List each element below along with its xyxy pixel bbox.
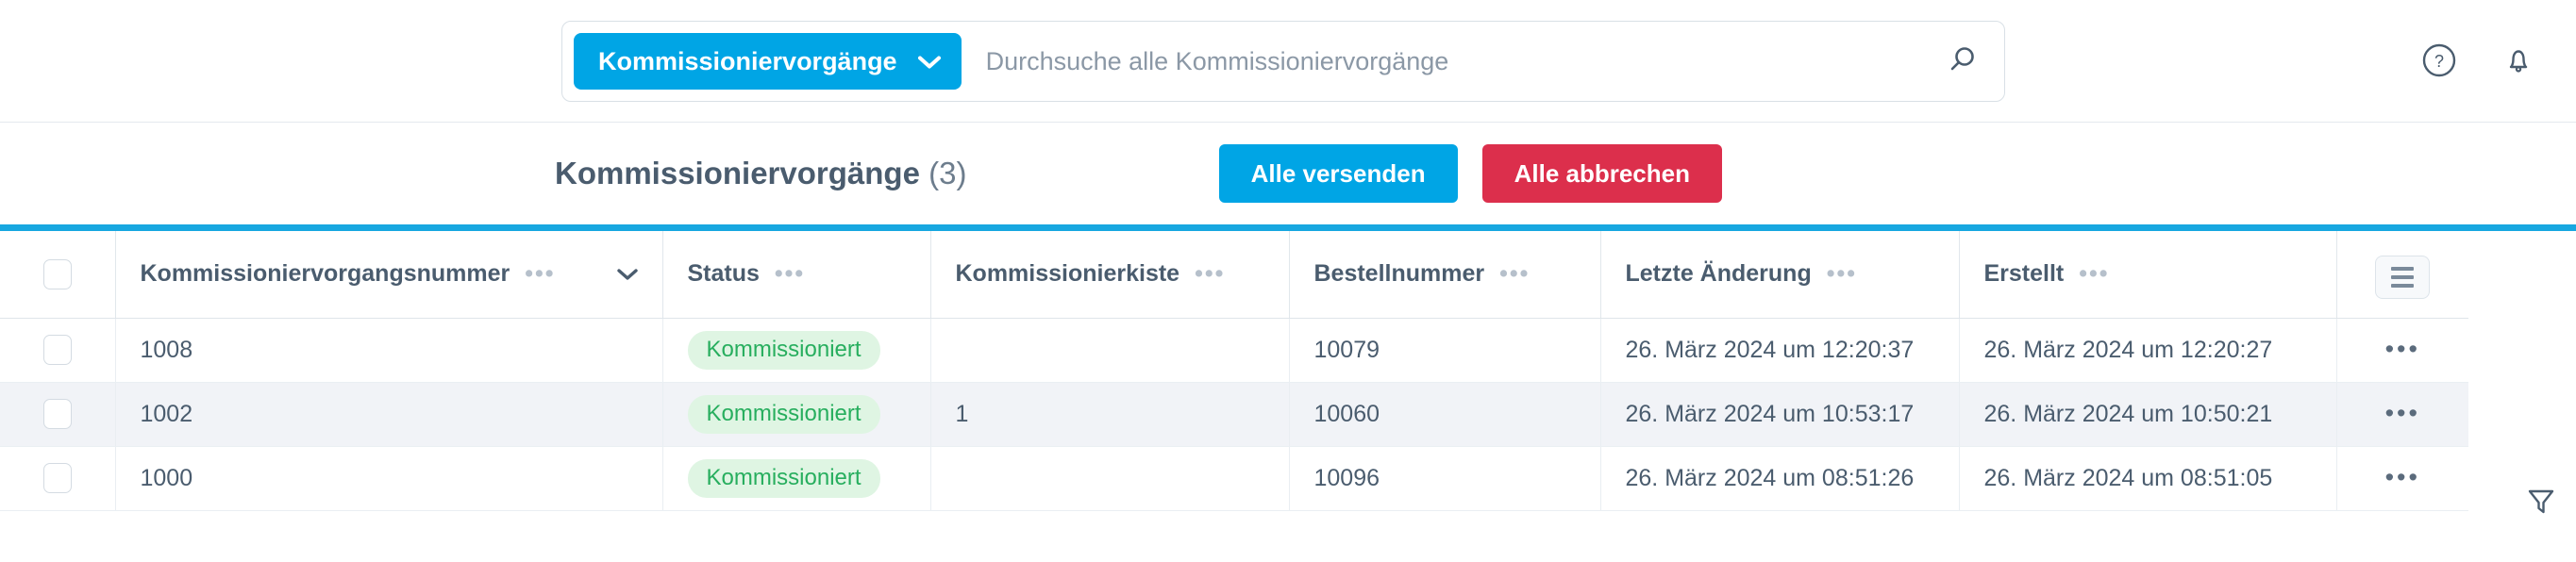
- row-checkbox[interactable]: [42, 399, 72, 429]
- select-all-checkbox[interactable]: [42, 258, 72, 289]
- cell-order-number: 10060: [1289, 382, 1601, 447]
- cancel-all-button[interactable]: Alle abbrechen: [1481, 144, 1722, 203]
- bell-icon: [2500, 41, 2537, 82]
- status-badge: Kommissioniert: [687, 458, 880, 498]
- picking-orders-table-container: Kommissioniervorgangsnummer ••• Status •…: [0, 231, 2576, 513]
- cell-box: [930, 318, 1290, 383]
- column-menu-icon[interactable]: •••: [525, 260, 556, 288]
- cell-box: [930, 446, 1290, 511]
- global-search-input[interactable]: [985, 46, 1919, 76]
- row-select-cell[interactable]: [0, 446, 116, 511]
- row-select-cell[interactable]: [0, 382, 116, 447]
- cell-box: 1: [930, 382, 1290, 447]
- svg-text:?: ?: [2434, 52, 2444, 71]
- search-scope-label: Kommissioniervorgänge: [598, 46, 897, 75]
- header-actions: Alle versenden Alle abbrechen: [1218, 144, 1722, 203]
- table-body: 1008 Kommissioniert 10079 26. März 2024 …: [0, 318, 2468, 511]
- select-all-header[interactable]: [0, 231, 116, 319]
- ellipsis-icon[interactable]: •••: [2384, 462, 2420, 491]
- global-search-container: Kommissioniervorgänge: [561, 21, 2005, 102]
- column-header-number[interactable]: Kommissioniervorgangsnummer •••: [115, 231, 663, 319]
- list-settings-icon[interactable]: [2375, 255, 2431, 299]
- cell-number: 1008: [115, 318, 663, 383]
- table-row[interactable]: 1008 Kommissioniert 10079 26. März 2024 …: [0, 318, 2468, 383]
- cell-created: 26. März 2024 um 12:20:27: [1959, 318, 2337, 383]
- column-menu-icon[interactable]: •••: [1826, 260, 1857, 288]
- column-label: Erstellt: [1983, 260, 2065, 288]
- search-submit-button[interactable]: [1919, 22, 2004, 101]
- help-button[interactable]: ?: [2417, 40, 2461, 83]
- cell-modified: 26. März 2024 um 12:20:37: [1600, 318, 1960, 383]
- filter-funnel-icon: [2523, 483, 2559, 521]
- column-label: Kommissionierkiste: [955, 260, 1180, 288]
- ellipsis-icon[interactable]: •••: [2384, 334, 2420, 363]
- chevron-down-icon: [917, 47, 941, 76]
- top-search-bar: Kommissioniervorgänge ?: [0, 0, 2576, 123]
- column-header-order-number[interactable]: Bestellnummer •••: [1289, 231, 1601, 319]
- column-header-created[interactable]: Erstellt •••: [1959, 231, 2337, 319]
- row-menu-button[interactable]: •••: [2336, 446, 2468, 511]
- table-row[interactable]: 1002 Kommissioniert 1 10060 26. März 202…: [0, 382, 2468, 447]
- column-label: Letzte Änderung: [1625, 260, 1812, 288]
- table-header-row: Kommissioniervorgangsnummer ••• Status •…: [0, 231, 2468, 319]
- row-select-cell[interactable]: [0, 318, 116, 383]
- table-header: Kommissioniervorgangsnummer ••• Status •…: [0, 231, 2468, 319]
- table-row[interactable]: 1000 Kommissioniert 10096 26. März 2024 …: [0, 446, 2468, 511]
- search-icon: [1945, 43, 1979, 80]
- row-menu-button[interactable]: •••: [2336, 382, 2468, 447]
- cell-status: Kommissioniert: [662, 318, 931, 383]
- ellipsis-icon[interactable]: •••: [2384, 398, 2420, 427]
- column-header-modified[interactable]: Letzte Änderung •••: [1600, 231, 1960, 319]
- column-header-status[interactable]: Status •••: [662, 231, 931, 319]
- record-count: (3): [928, 156, 967, 190]
- page-title-text: Kommissioniervorgänge: [555, 156, 920, 190]
- chevron-down-icon[interactable]: [616, 268, 638, 281]
- column-menu-icon[interactable]: •••: [1499, 260, 1531, 288]
- column-menu-icon[interactable]: •••: [2079, 260, 2110, 288]
- column-menu-icon[interactable]: •••: [1195, 260, 1226, 288]
- column-label: Kommissioniervorgangsnummer: [140, 260, 510, 288]
- cell-modified: 26. März 2024 um 10:53:17: [1600, 382, 1960, 447]
- cell-created: 26. März 2024 um 10:50:21: [1959, 382, 2337, 447]
- notifications-button[interactable]: [2497, 40, 2540, 83]
- help-circle-icon: ?: [2420, 41, 2458, 82]
- cell-number: 1000: [115, 446, 663, 511]
- filter-button[interactable]: [2517, 478, 2565, 525]
- cell-number: 1002: [115, 382, 663, 447]
- cell-created: 26. März 2024 um 08:51:05: [1959, 446, 2337, 511]
- cell-order-number: 10079: [1289, 318, 1601, 383]
- cell-modified: 26. März 2024 um 08:51:26: [1600, 446, 1960, 511]
- status-badge: Kommissioniert: [687, 330, 880, 370]
- column-header-box[interactable]: Kommissionierkiste •••: [930, 231, 1290, 319]
- page-title: Kommissioniervorgänge (3): [555, 156, 966, 191]
- column-label: Bestellnummer: [1313, 260, 1485, 288]
- row-checkbox[interactable]: [42, 463, 72, 493]
- cell-status: Kommissioniert: [662, 382, 931, 447]
- column-menu-icon[interactable]: •••: [774, 260, 806, 288]
- status-badge: Kommissioniert: [687, 394, 880, 434]
- row-checkbox[interactable]: [42, 335, 72, 365]
- accent-divider: [0, 224, 2576, 231]
- page-header: Kommissioniervorgänge (3) Alle versenden…: [0, 123, 2576, 224]
- row-menu-button[interactable]: •••: [2336, 318, 2468, 383]
- send-all-button[interactable]: Alle versenden: [1218, 144, 1458, 203]
- search-scope-button[interactable]: Kommissioniervorgänge: [574, 33, 962, 90]
- column-settings-header[interactable]: [2336, 231, 2468, 319]
- cell-order-number: 10096: [1289, 446, 1601, 511]
- cell-status: Kommissioniert: [662, 446, 931, 511]
- top-right-actions: ?: [2417, 0, 2540, 123]
- picking-orders-table: Kommissioniervorgangsnummer ••• Status •…: [0, 231, 2468, 511]
- column-label: Status: [687, 260, 760, 288]
